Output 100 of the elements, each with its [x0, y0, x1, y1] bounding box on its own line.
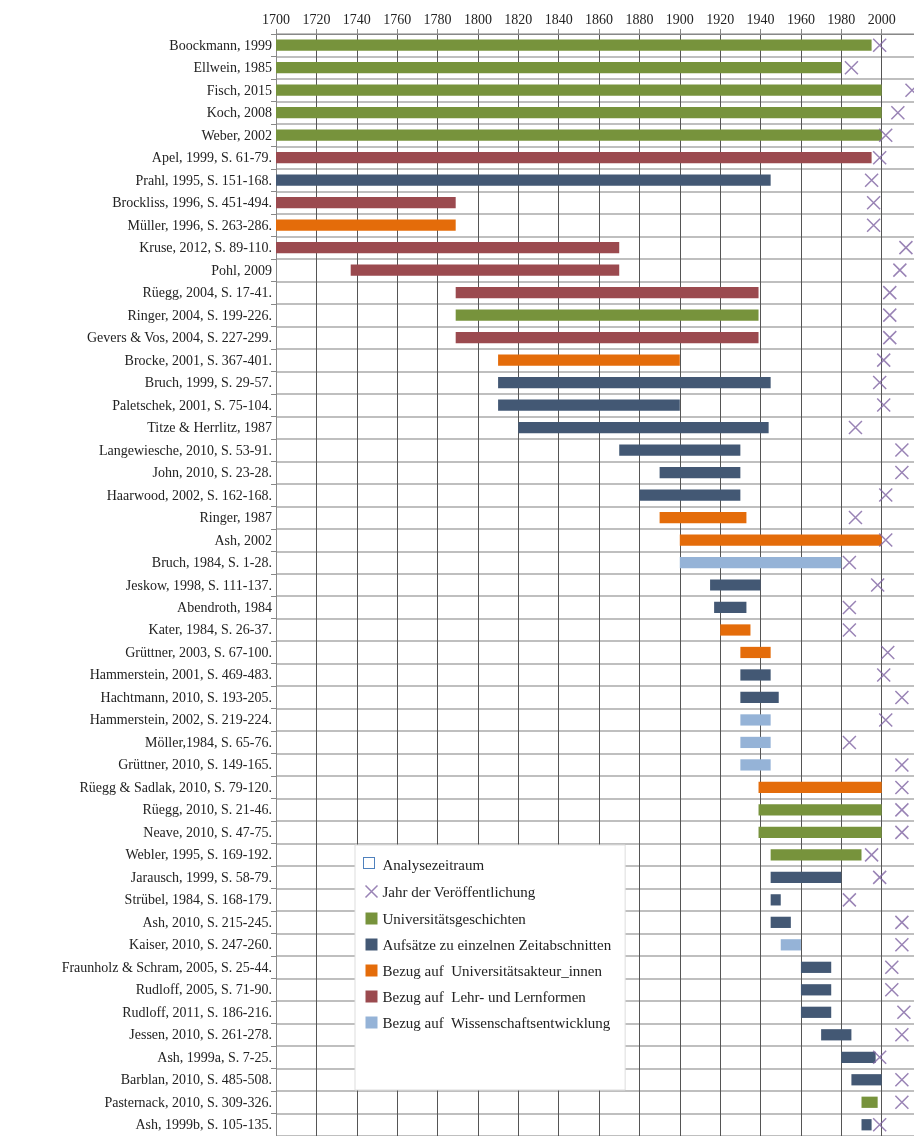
y-tick-label: Hachtmann, 2010, S. 193-205. — [100, 689, 272, 705]
bar — [800, 1006, 832, 1018]
bar — [740, 714, 771, 726]
bar — [770, 849, 862, 861]
point — [894, 780, 910, 795]
y-tick-label: Ellwein, 1985 — [193, 60, 272, 76]
bar — [714, 601, 747, 614]
point — [866, 195, 881, 210]
y-tick-label: Rüegg, 2010, S. 21-46. — [142, 802, 272, 818]
bar — [770, 916, 791, 928]
point — [872, 375, 887, 390]
point — [882, 307, 898, 323]
bar — [710, 579, 761, 591]
y-tick-label: Hammerstein, 2001, S. 469-483. — [89, 667, 272, 683]
bar — [861, 1096, 878, 1108]
bar — [455, 331, 759, 344]
y-tick-label: Ringer, 1987 — [199, 510, 272, 526]
point — [878, 127, 893, 143]
bar — [276, 219, 456, 231]
bar — [276, 62, 842, 74]
bar — [770, 894, 781, 906]
bar — [639, 489, 741, 501]
point — [894, 1027, 910, 1043]
y-tick-label: Weber, 2002 — [201, 127, 272, 143]
point — [894, 690, 910, 705]
bar — [679, 556, 842, 569]
bar — [276, 152, 872, 164]
bar — [740, 759, 771, 771]
point — [864, 847, 879, 863]
bar — [740, 691, 779, 704]
point — [876, 667, 891, 683]
y-tick-label: Paletschek, 2001, S. 75-104. — [112, 397, 272, 413]
y-tick-label: Ash, 2002 — [214, 532, 272, 548]
bar — [780, 939, 801, 951]
x-tick-label: 1940 — [746, 11, 775, 27]
x-tick-label: 1980 — [827, 11, 856, 27]
point — [894, 915, 910, 930]
point — [882, 330, 898, 345]
point — [892, 262, 908, 278]
y-tick-label: Grüttner, 2003, S. 67-100. — [125, 644, 272, 660]
point — [864, 172, 879, 188]
bar — [740, 646, 771, 659]
point — [884, 960, 900, 975]
bar — [758, 781, 882, 794]
bar — [276, 107, 882, 119]
y-tick-label: Kruse, 2012, S. 89-110. — [139, 240, 272, 256]
point — [880, 645, 895, 660]
point — [896, 1005, 912, 1020]
y-tick-label: Barblan, 2010, S. 485-508. — [120, 1072, 272, 1088]
point — [878, 532, 893, 548]
y-tick-label: Langewiesche, 2010, S. 53-91. — [98, 442, 272, 458]
x-tick-label: 1880 — [625, 11, 654, 27]
bar — [821, 1029, 852, 1041]
point — [894, 1095, 910, 1110]
bar — [841, 1051, 876, 1063]
y-tick-label: Rüegg, 2004, S. 17-41. — [142, 285, 272, 301]
y-tick-label: Jarausch, 1999, S. 58-79. — [130, 869, 272, 885]
bar — [455, 309, 759, 321]
bar — [276, 197, 456, 209]
y-tick-label: Kater, 1984, S. 26-37. — [148, 622, 272, 638]
bar — [851, 1074, 882, 1086]
bar — [619, 444, 741, 456]
bar — [276, 174, 771, 186]
x-tick-label: 1860 — [585, 11, 614, 27]
point — [848, 420, 863, 435]
point — [876, 397, 891, 413]
bar — [740, 669, 771, 681]
y-tick-label: Kaiser, 2010, S. 247-260. — [129, 937, 272, 953]
point — [878, 487, 893, 503]
y-tick-label: Rudloff, 2005, S. 71-90. — [135, 982, 272, 998]
y-tick-label: Brocke, 2001, S. 367-401. — [124, 352, 272, 368]
bar — [276, 129, 882, 141]
y-tick-label: Strübel, 1984, S. 168-179. — [124, 892, 272, 908]
x-tick-label: 2000 — [867, 11, 896, 27]
point — [842, 600, 857, 615]
y-tick-label: Haarwood, 2002, S. 162-168. — [106, 487, 272, 503]
y-tick-label: Möller,1984, S. 65-76. — [145, 734, 272, 750]
y-tick-label: Pohl, 2009 — [211, 262, 272, 278]
bar — [498, 399, 680, 411]
legend-label: Jahr der Veröffentlichung — [382, 883, 536, 900]
x-tick-label: 1840 — [544, 11, 573, 27]
y-tick-label: Müller, 1996, S. 263-286. — [127, 217, 272, 233]
y-tick-label: Boockmann, 1999 — [169, 37, 272, 53]
x-tick-label: 1740 — [342, 11, 371, 27]
point — [844, 60, 859, 75]
legend-label: Aufsätze zu einzelnen Zeitabschnitten — [382, 936, 612, 953]
bar — [758, 826, 882, 839]
legend-label: Bezug auf Lehr- und Lernformen — [382, 988, 587, 1005]
y-tick-label: Titze & Herrlitz, 1987 — [147, 420, 272, 436]
bar — [740, 736, 771, 749]
y-tick-label: Pasternack, 2010, S. 309-326. — [104, 1094, 272, 1110]
point — [876, 352, 891, 368]
y-tick-label: Grüttner, 2010, S. 149-165. — [118, 757, 272, 773]
x-tick-label: 1800 — [463, 11, 492, 27]
point — [870, 577, 885, 593]
y-tick-label: Abendroth, 1984 — [177, 599, 272, 615]
y-tick-label: Neave, 2010, S. 47-75. — [143, 824, 272, 840]
point — [894, 937, 910, 953]
x-tick-label: 1760 — [383, 11, 412, 27]
y-tick-label: Prahl, 1995, S. 151-168. — [135, 172, 272, 188]
